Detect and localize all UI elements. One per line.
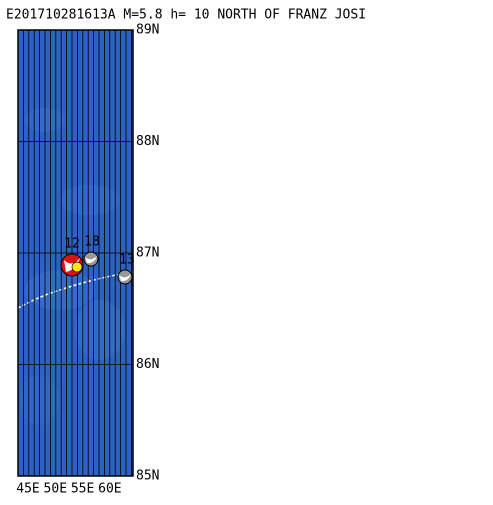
beachball [83, 251, 99, 267]
map-frame [17, 29, 134, 477]
lat-label: 86N [136, 357, 159, 372]
lon-label: 45E [16, 482, 39, 497]
lat-label: 87N [136, 246, 159, 261]
event-label: 12 [64, 237, 80, 252]
lon-label: 50E [44, 482, 67, 497]
lat-label: 89N [136, 23, 159, 38]
lat-label: 88N [136, 134, 159, 149]
lat-label: 85N [136, 469, 159, 484]
lon-label: 60E [98, 482, 121, 497]
beachball [60, 253, 84, 277]
beachball [117, 269, 133, 285]
event-label: 18 [84, 235, 100, 250]
map-title: E201710281613A M=5.8 h= 10 NORTH OF FRAN… [6, 8, 366, 23]
lon-label: 55E [71, 482, 94, 497]
event-label: 13 [119, 253, 135, 268]
ocean [18, 30, 133, 476]
